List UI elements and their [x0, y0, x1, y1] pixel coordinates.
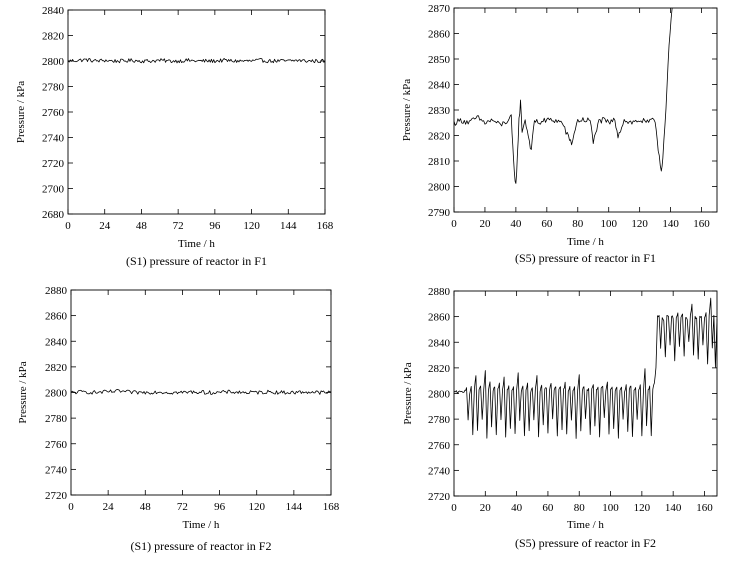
x-tick-label: 96: [214, 501, 226, 513]
x-tick-label: 48: [140, 501, 152, 513]
y-tick-label: 2840: [428, 80, 451, 92]
chart-panel-1: 0 24 48 72 96 120 144 168 2680 2700 2720 2740 2760 27…: [15, 5, 334, 268]
x-tick-label: 168: [317, 220, 334, 232]
chart-caption: (S5) pressure of reactor in F2: [515, 536, 656, 550]
y-tick-label: 2880: [428, 286, 451, 298]
x-axis-label: Time / h: [183, 519, 220, 531]
series-line: [453, 7, 673, 184]
x-axis-label: Time / h: [178, 238, 215, 250]
chart-caption: (S5) pressure of reactor in F1: [515, 251, 656, 265]
x-tick-label: 72: [177, 501, 188, 513]
x-tick-label: 120: [634, 502, 651, 514]
x-tick-label: 96: [209, 220, 221, 232]
chart-caption: (S1) pressure of reactor in F1: [126, 254, 267, 268]
x-tick-label: 20: [479, 218, 491, 230]
x-tick-label: 160: [696, 502, 713, 514]
y-tick-label: 2740: [45, 464, 68, 476]
plot-frame: [453, 7, 718, 213]
x-tick-label: 0: [68, 501, 74, 513]
y-tick-label: 2860: [428, 312, 451, 324]
y-tick-label: 2870: [428, 3, 451, 15]
y-tick-label: 2790: [428, 207, 451, 219]
y-tick-label: 2760: [428, 440, 451, 452]
y-tick-label: 2760: [45, 439, 68, 451]
x-axis-label: Time / h: [567, 519, 604, 531]
y-tick-label: 2860: [428, 29, 451, 41]
y-tick-label: 2860: [45, 311, 68, 323]
x-tick-label: 100: [602, 502, 619, 514]
y-tick-label: 2840: [428, 337, 451, 349]
chart-caption: (S1) pressure of reactor in F2: [131, 539, 272, 553]
y-tick-label: 2840: [42, 5, 65, 17]
x-tick-label: 120: [248, 501, 265, 513]
y-tick-label: 2680: [42, 209, 65, 221]
x-tick-label: 120: [243, 220, 260, 232]
x-tick-label: 40: [511, 502, 523, 514]
x-tick-label: 40: [510, 218, 522, 230]
y-tick-label: 2840: [45, 336, 68, 348]
x-tick-label: 24: [103, 501, 115, 513]
x-tick-label: 140: [662, 218, 679, 230]
x-tick-label: 80: [574, 502, 586, 514]
x-axis-label: Time / h: [567, 236, 604, 248]
y-tick-label: 2760: [42, 107, 65, 119]
series-line: [67, 58, 326, 64]
y-tick-label: 2850: [428, 54, 451, 66]
y-axis-label: Pressure / kPa: [17, 361, 29, 423]
x-tick-label: 0: [65, 220, 71, 232]
y-tick-label: 2780: [428, 414, 451, 426]
x-tick-label: 144: [286, 501, 303, 513]
x-tick-label: 100: [600, 218, 617, 230]
x-tick-label: 48: [136, 220, 148, 232]
y-tick-label: 2820: [42, 31, 65, 43]
y-tick-label: 2800: [428, 389, 451, 401]
x-tick-label: 72: [173, 220, 184, 232]
x-tick-label: 24: [99, 220, 111, 232]
y-tick-label: 2740: [428, 465, 451, 477]
chart-panel-4: 0 20 40 60 80 100 120 140 160 2720 2740 2760 2780 280…: [402, 286, 718, 550]
y-tick-label: 2800: [42, 56, 65, 68]
x-tick-label: 160: [693, 218, 710, 230]
plot-frame: [453, 290, 718, 497]
x-tick-label: 120: [631, 218, 648, 230]
x-tick-label: 60: [541, 218, 553, 230]
y-tick-label: 2720: [42, 158, 65, 170]
x-tick-label: 168: [323, 501, 340, 513]
series-line: [70, 389, 332, 395]
y-tick-label: 2820: [45, 362, 68, 374]
x-tick-label: 140: [665, 502, 682, 514]
y-tick-label: 2700: [42, 184, 65, 196]
y-tick-label: 2720: [45, 490, 68, 502]
y-tick-label: 2800: [428, 182, 451, 194]
y-tick-label: 2800: [45, 388, 68, 400]
y-tick-label: 2780: [42, 82, 65, 94]
x-tick-label: 0: [451, 502, 457, 514]
y-axis-label: Pressure / kPa: [402, 362, 414, 424]
y-tick-label: 2720: [428, 491, 451, 503]
x-tick-label: 20: [480, 502, 492, 514]
y-tick-label: 2880: [45, 285, 68, 297]
x-tick-label: 80: [572, 218, 584, 230]
plot-frame: [67, 9, 326, 215]
y-axis-label: Pressure / kPa: [401, 79, 413, 141]
y-tick-label: 2820: [428, 131, 451, 143]
chart-panel-3: 0 24 48 72 96 120 144 168 2720 2740 2760 2780 2800 28…: [17, 285, 340, 553]
y-tick-label: 2820: [428, 363, 451, 375]
y-tick-label: 2810: [428, 156, 451, 168]
x-tick-label: 60: [542, 502, 554, 514]
series-line: [453, 297, 718, 439]
x-tick-label: 144: [280, 220, 297, 232]
chart-panel-2: 0 20 40 60 80 100 120 140 160 2790 2800 2810 2820 283…: [401, 3, 718, 265]
y-tick-label: 2780: [45, 413, 68, 425]
y-tick-label: 2740: [42, 133, 65, 145]
y-tick-label: 2830: [428, 105, 451, 117]
y-axis-label: Pressure / kPa: [15, 81, 27, 143]
x-tick-label: 0: [451, 218, 457, 230]
